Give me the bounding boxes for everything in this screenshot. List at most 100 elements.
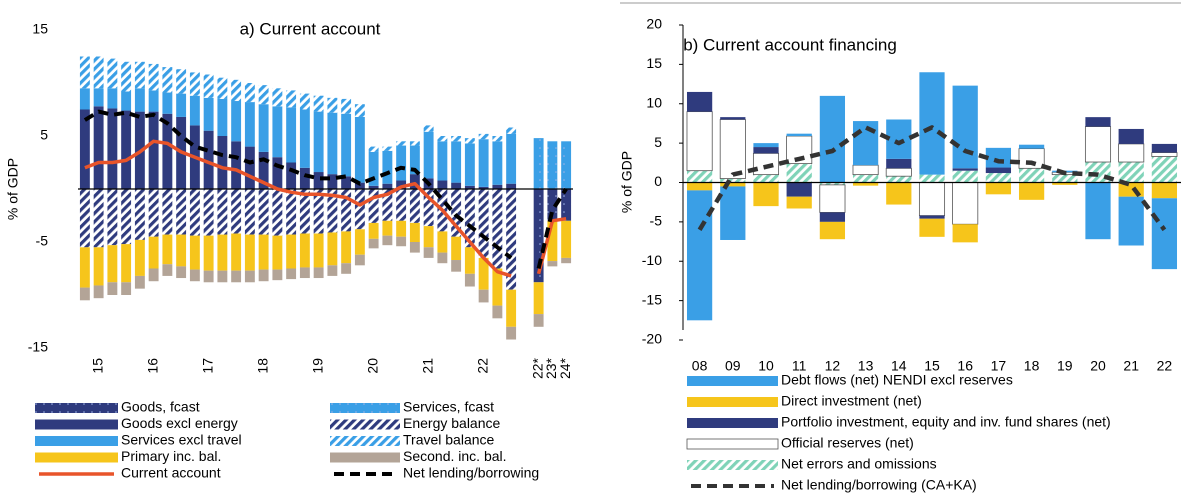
bar — [686, 170, 713, 183]
bar — [79, 287, 90, 301]
legend-swatch — [330, 436, 400, 446]
bar — [258, 151, 269, 189]
bar — [852, 174, 879, 183]
bar — [368, 151, 379, 186]
bar — [134, 61, 145, 89]
bar — [506, 127, 517, 134]
bar — [299, 233, 310, 268]
bar — [121, 189, 132, 245]
y-tick-label: -20 — [642, 331, 662, 347]
bar — [478, 189, 489, 258]
bar — [93, 189, 104, 248]
bar — [299, 109, 310, 168]
bar — [396, 220, 407, 237]
bar — [203, 189, 214, 236]
bar — [396, 180, 407, 189]
bar — [244, 146, 255, 189]
bar — [203, 270, 214, 283]
bar — [286, 162, 297, 189]
bar — [189, 189, 200, 236]
bar — [244, 189, 255, 235]
bar — [819, 95, 846, 183]
bar — [952, 182, 979, 225]
bar — [148, 236, 159, 269]
legend-label: Net errors and omissions — [781, 456, 937, 472]
bar — [492, 305, 503, 319]
x-tick-label: 20 — [1090, 358, 1106, 374]
bar — [258, 269, 269, 282]
bar — [79, 189, 90, 248]
x-tick-label: 10 — [758, 358, 774, 374]
bar — [533, 138, 544, 189]
x-tick-label: 18 — [254, 358, 270, 374]
bar — [437, 180, 448, 189]
y-tick-label: -15 — [642, 291, 662, 307]
legend-label: Energy balance — [403, 415, 501, 431]
bar — [423, 131, 434, 179]
bar — [1151, 143, 1178, 153]
x-tick-label: 14 — [891, 358, 907, 374]
y-tick-label: -5 — [650, 213, 663, 229]
y-tick-label: -15 — [28, 339, 48, 355]
bar — [134, 88, 145, 112]
legend-swatch — [35, 436, 118, 446]
bar — [203, 130, 214, 189]
bar — [368, 146, 379, 152]
x-tick-label: 12 — [825, 358, 841, 374]
bar — [1018, 182, 1045, 200]
bar — [148, 63, 159, 91]
bar — [231, 141, 242, 189]
bar — [107, 282, 118, 295]
line-series — [83, 109, 568, 269]
bar — [327, 265, 338, 276]
bar — [313, 233, 324, 268]
bar — [396, 236, 407, 247]
chart-title: b) Current account financing — [683, 35, 897, 54]
bar — [952, 85, 978, 169]
bar — [561, 189, 572, 221]
legend-label: Direct investment (net) — [781, 393, 922, 409]
bar — [492, 141, 503, 185]
bar — [396, 145, 407, 181]
bar — [506, 189, 517, 290]
bar — [451, 189, 462, 237]
bar — [368, 185, 379, 189]
legend-swatch — [686, 438, 779, 450]
bar — [121, 110, 132, 189]
x-tick-label: 13 — [858, 358, 874, 374]
bar — [547, 220, 558, 262]
bar — [423, 226, 434, 248]
x-tick-label: 17 — [199, 358, 215, 374]
bar — [327, 232, 338, 266]
bar — [244, 102, 255, 147]
legend-swatch — [687, 460, 778, 470]
bar — [162, 92, 173, 114]
bar — [354, 104, 365, 117]
bar — [382, 146, 393, 151]
bar — [464, 138, 475, 144]
bar — [162, 264, 173, 276]
bar — [561, 141, 572, 189]
legend-label: Services, fcast — [403, 399, 494, 415]
bar — [720, 186, 746, 240]
bar — [451, 141, 462, 183]
bar — [231, 233, 242, 271]
bar — [93, 56, 104, 89]
bar — [244, 234, 255, 271]
bar — [1118, 196, 1144, 246]
bar — [231, 270, 242, 283]
legend-swatch — [687, 397, 778, 407]
bar — [217, 136, 228, 189]
bar — [162, 67, 173, 93]
x-tick-label: 16 — [957, 358, 973, 374]
x-tick-label: 21 — [1123, 358, 1139, 374]
legend-label: Portfolio investment, equity and inv. fu… — [781, 414, 1111, 430]
legend-label: Goods, fcast — [121, 399, 200, 415]
bar — [885, 167, 912, 177]
bar — [547, 189, 558, 221]
x-tick-label: 21 — [419, 358, 435, 374]
bar — [852, 121, 879, 166]
bar — [686, 182, 713, 191]
bar — [720, 182, 746, 187]
bar — [176, 69, 187, 94]
